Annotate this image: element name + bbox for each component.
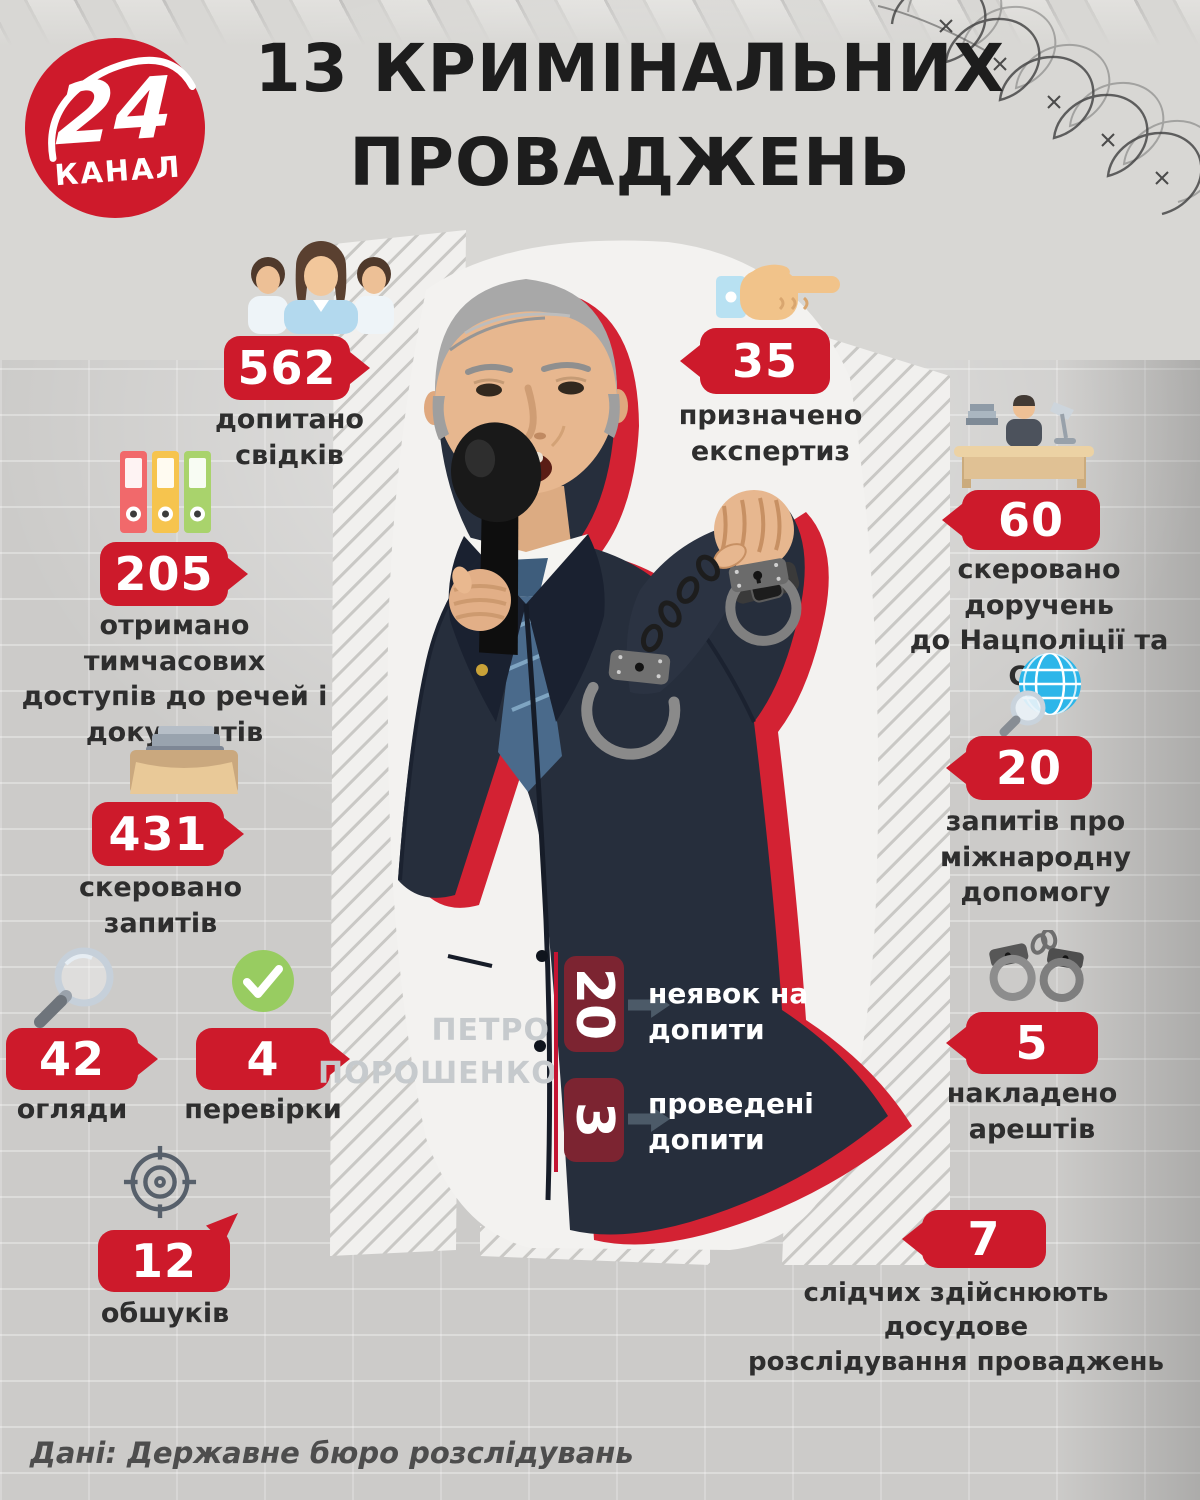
hanging-open-cuff: [581, 649, 681, 760]
logo-number: 24: [53, 57, 174, 165]
no-shows-label: неявок на допити: [648, 977, 809, 1046]
poroshenko-name: ПЕТРО ПОРОШЕНКО: [318, 1013, 558, 1091]
sent-requests-badge: 431: [92, 802, 224, 866]
handcuffs-on-wrist-icon: [581, 554, 802, 760]
intl-requests-label: запитів про міжнародну допомогу: [939, 806, 1131, 909]
folder-icon: [130, 726, 238, 794]
lapel-pin: [476, 664, 488, 676]
page-title: 13 КРИМІНАЛЬНИХ ПРОВАДЖЕНЬ: [254, 30, 1006, 201]
hand-holding-mic: [449, 566, 511, 631]
interrogations-box: 3: [564, 1078, 624, 1162]
crosshair-icon: [123, 1145, 197, 1219]
stat-value: 4: [246, 1032, 280, 1086]
barbed-wire-icon: [878, 0, 1200, 216]
inspections-badge: 42: [6, 1028, 138, 1090]
magnifier-icon: [34, 947, 114, 1028]
poroshenko-figure-illustration: [330, 230, 950, 1265]
temp-access-label: отримано тимчасових доступів до речей і …: [21, 610, 328, 748]
globe-search-icon: [999, 653, 1081, 736]
interrogations-label: проведені допити: [648, 1087, 814, 1156]
expertises-label: призначено експертиз: [678, 400, 863, 467]
binders-icon: [120, 451, 211, 533]
desk-icon: [954, 395, 1094, 488]
stat-value: 42: [38, 1032, 105, 1086]
stat-value: 7: [967, 1212, 1001, 1266]
stat-value: 5: [1015, 1016, 1049, 1070]
logo-swoosh-icon: [48, 56, 196, 162]
police-orders-badge: 60: [962, 490, 1100, 550]
no-shows-box: 20: [564, 956, 624, 1052]
wood-floor-background: [0, 0, 1200, 360]
divider-line: [554, 952, 558, 1172]
stat-value: 60: [997, 493, 1064, 547]
interrogations-value: 3: [564, 1101, 624, 1139]
searches-badge: 12: [98, 1230, 230, 1292]
stat-value: 562: [237, 341, 337, 395]
handcuffs-icon: [989, 930, 1084, 1002]
intl-requests-badge: 20: [966, 736, 1092, 800]
channel-24-logo: 24 КАНАЛ: [18, 31, 212, 225]
check-icon: [232, 950, 294, 1012]
people-icon: [248, 241, 394, 334]
arrests-badge: 5: [966, 1012, 1098, 1074]
witnesses-label: допитано свідків: [214, 404, 364, 471]
investigators-badge: 7: [922, 1210, 1046, 1268]
expertises-badge: 35: [700, 328, 830, 394]
arrests-label: накладено арештів: [946, 1078, 1118, 1145]
inspections-label: огляди: [16, 1094, 128, 1125]
stat-value: 205: [114, 547, 214, 601]
sent-requests-label: скеровано запитів: [78, 872, 243, 939]
stat-value: 431: [108, 807, 208, 861]
data-source-caption: Дані: Державне бюро розслідувань: [30, 1436, 634, 1470]
searches-label: обшуків: [100, 1298, 230, 1329]
investigators-label: слідчих здійснюють досудове розслідуванн…: [748, 1278, 1164, 1377]
witnesses-badge: 562: [224, 336, 350, 400]
stat-value: 20: [995, 741, 1062, 795]
pointing-hand-icon: [716, 264, 840, 320]
temp-access-badge: 205: [100, 542, 228, 606]
stat-value: 12: [130, 1234, 197, 1288]
hair: [434, 279, 618, 396]
no-shows-value: 20: [564, 967, 624, 1041]
checks-label: перевірки: [184, 1094, 342, 1125]
stat-value: 35: [731, 334, 798, 388]
checks-badge: 4: [196, 1028, 330, 1090]
